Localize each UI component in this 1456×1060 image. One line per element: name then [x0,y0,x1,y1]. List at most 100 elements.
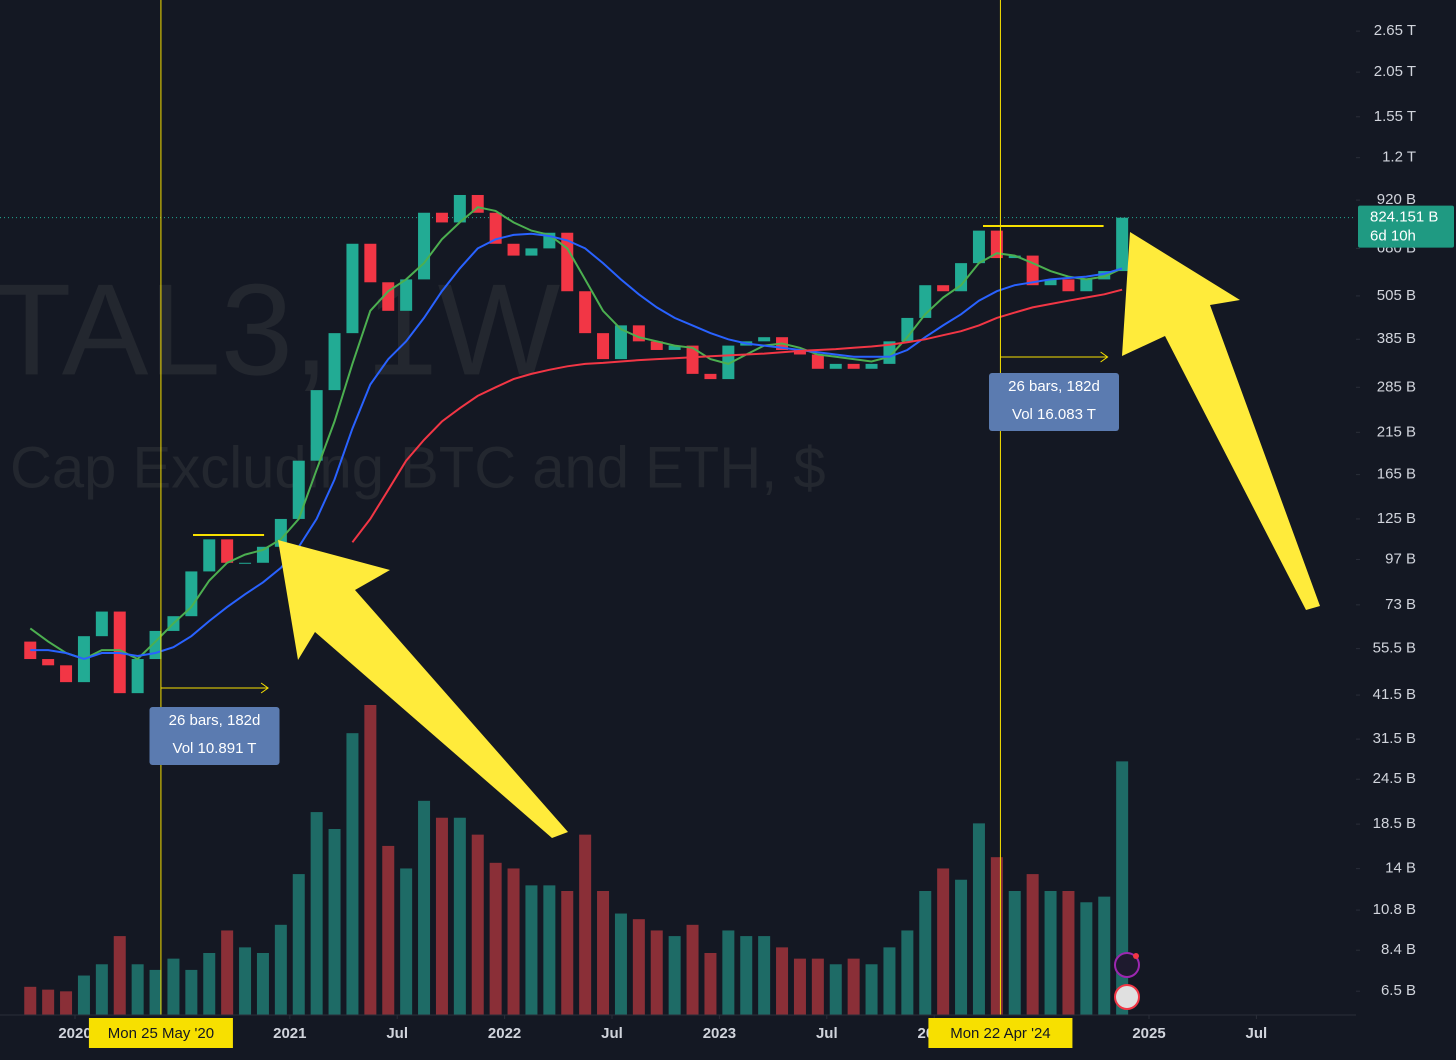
volume-bar [919,891,932,1015]
measure-box [989,373,1120,431]
volume-bar [1098,896,1111,1015]
candle-body [722,345,735,380]
volume-bar [901,930,914,1015]
volume-bar [972,823,985,1015]
candle-body [919,285,932,318]
candle-body [221,539,234,563]
y-tick-label: 73 B [1385,596,1416,613]
volume-bar [561,891,574,1015]
y-tick-label: 165 B [1377,466,1416,483]
candle-body [1008,255,1021,259]
candle-body [614,325,627,360]
x-tick-label: Jul [386,1025,408,1042]
volume-bar [955,879,968,1015]
measure-arrowhead [260,682,269,694]
candle-body [185,571,198,617]
measure-volume: Vol 10.891 T [173,740,257,757]
x-tick-label: 2021 [273,1025,306,1042]
y-tick-label: 6.5 B [1381,982,1416,999]
volume-bar [686,924,699,1015]
candle-body [561,232,574,292]
candle-body [901,317,914,342]
y-tick-label: 8.4 B [1381,941,1416,958]
volume-bar [507,868,520,1015]
date-marker-box [88,1018,233,1048]
date-marker-label: Mon 25 May '20 [108,1025,214,1042]
x-tick-label: Jul [1246,1025,1268,1042]
candle-body [24,641,37,660]
candle-body [650,341,663,350]
volume-bar [865,964,878,1015]
volume-bar [400,868,413,1015]
volume-bar [776,947,789,1015]
volume-bar [811,958,824,1015]
candle-body [239,562,252,564]
date-marker-label: Mon 22 Apr '24 [950,1025,1050,1042]
y-tick-label: 1.2 T [1382,149,1416,166]
volume-bar [203,953,216,1015]
moving-average [30,232,1123,661]
volume-bar [382,845,395,1015]
volume-bar [328,829,341,1015]
y-tick-label: 215 B [1377,423,1416,440]
volume-bar [149,969,162,1015]
volume-bar [1044,891,1057,1015]
price-tag-countdown: 6d 10h [1370,228,1416,245]
candle-body [668,345,681,350]
candle-body [1026,255,1039,286]
y-tick-label: 385 B [1377,330,1416,347]
measure-volume: Vol 16.083 T [1012,406,1096,423]
y-tick-label: 24.5 B [1373,770,1416,787]
moving-average [351,288,1123,543]
plot-area: 26 bars, 182d Vol 10.891 T 26 bars, 182d Vo… [0,0,1356,1015]
measure-label: 26 bars, 182d [169,712,261,729]
candle-body [955,263,968,292]
volume-bar [543,885,556,1015]
candle-body [346,243,359,334]
volume-bar [740,936,753,1015]
y-tick-label: 31.5 B [1373,730,1416,747]
price-axis-bg [1356,0,1456,1060]
volume-bar [292,874,305,1015]
watermark-symbol: TAL3, 1W [0,256,561,402]
y-tick-label: 55.5 B [1373,640,1416,657]
moving-average [29,206,1123,661]
volume-bar [793,958,806,1015]
volume-bar [829,964,842,1015]
candle-body [435,212,448,223]
candle-body [579,291,592,334]
x-tick-label: 2025 [1132,1025,1165,1042]
volume-bar [113,936,126,1015]
volume-bar [632,919,645,1015]
candle-body [364,243,377,283]
volume-bar [722,930,735,1015]
volume-bar [239,947,252,1015]
candle-body [328,333,341,391]
candle-body [686,345,699,374]
candle-body [847,363,860,369]
volume-bar [1062,891,1075,1015]
volume-bar [1008,891,1021,1015]
volume-bar [1116,761,1129,1015]
candle-body [704,373,717,380]
candle-body [1116,217,1129,272]
candle-body [453,194,466,223]
candle-body [489,212,502,244]
y-tick-label: 125 B [1377,510,1416,527]
candle-body [972,230,985,264]
candle-body [203,539,216,572]
candle-body [597,333,610,360]
candle-body [274,518,287,547]
event-icon[interactable] [1114,984,1140,1010]
candle-body [1098,271,1111,280]
candle-body [865,363,878,369]
volume-bar [453,817,466,1015]
volume-bar [471,834,484,1015]
volume-bar [489,862,502,1015]
volume-bar [185,969,198,1015]
candle-body [937,285,950,292]
event-icon[interactable] [1114,952,1140,978]
volume-bar [525,885,538,1015]
y-tick-label: 97 B [1385,550,1416,567]
